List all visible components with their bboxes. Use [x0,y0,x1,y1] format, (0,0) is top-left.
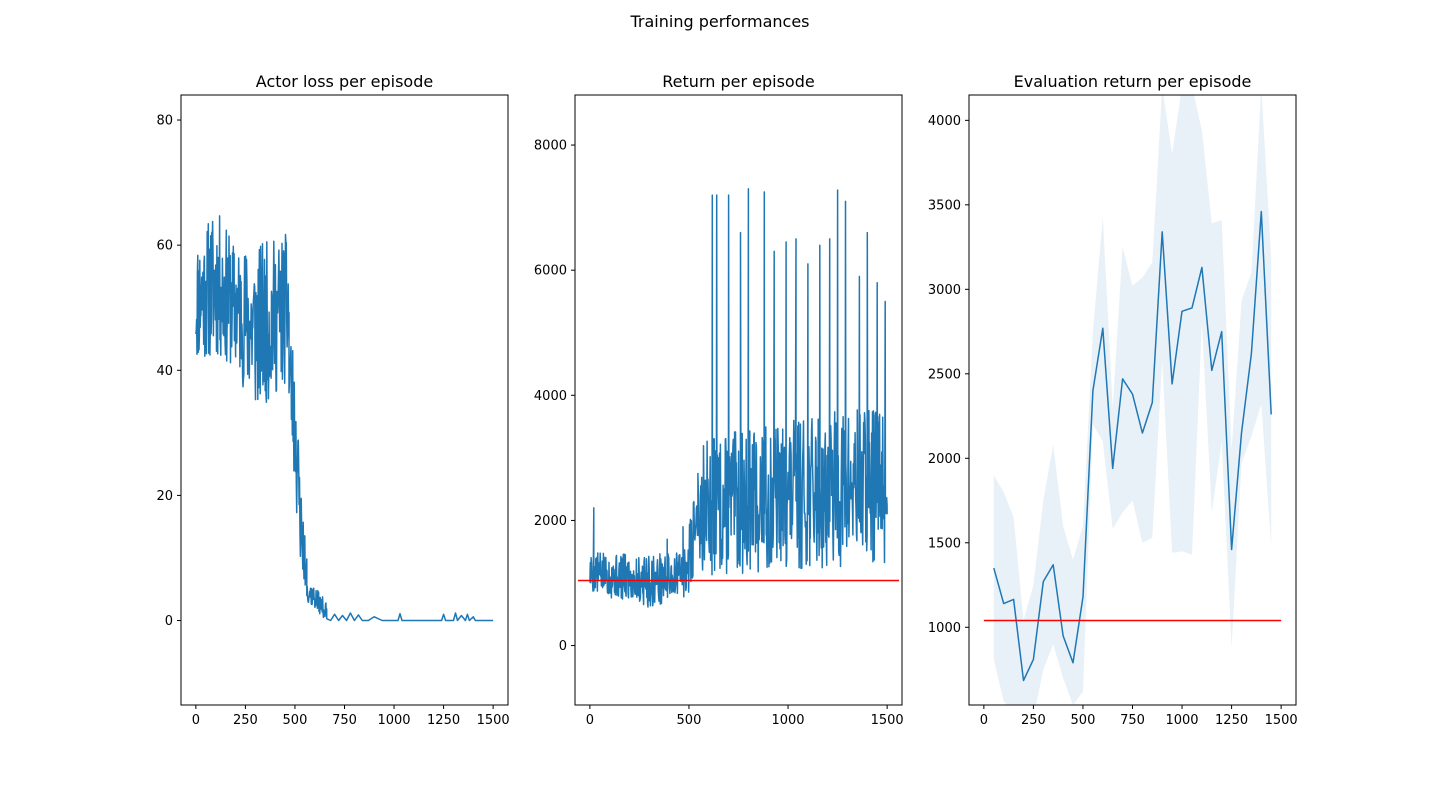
figure-suptitle: Training performances [630,12,810,31]
axes-frame [180,94,509,706]
series-line [589,188,888,608]
y-tick-label: 4000 [534,389,567,404]
y-tick-label: 8000 [534,139,567,154]
panel-evaluation-return: 0 250 500 750 1000 1250 1500 1000 1500 2000 2500 30… [928,72,1298,728]
x-tick-label: 0 [586,713,594,728]
y-tick-label: 20 [156,489,173,504]
confidence-band [993,95,1272,705]
y-tick-label: 80 [156,114,173,129]
y-tick-label: 3500 [928,198,961,213]
y-tick-label: 4000 [928,114,961,129]
chart-title: Actor loss per episode [256,72,433,91]
x-tick-label: 0 [980,713,988,728]
x-tick-label: 1000 [377,713,410,728]
x-tick-label: 500 [677,713,702,728]
x-tick-label: 1250 [427,713,460,728]
y-tick-label: 2000 [534,514,567,529]
y-tick-label: 0 [559,639,567,654]
chart-title: Return per episode [662,72,814,91]
y-tick-label: 0 [165,614,173,629]
plot-area [577,188,900,608]
x-tick-label: 750 [1120,713,1145,728]
x-tick-label: 1500 [871,713,904,728]
axes-frame [574,94,903,706]
y-tick-label: 40 [156,364,173,379]
panel-return: 0 500 1000 1500 0 2000 4000 6000 8000 Return per … [534,72,904,728]
x-tick-label: 1500 [477,713,510,728]
plot-area [195,215,494,622]
chart-title: Evaluation return per episode [1014,72,1252,91]
series-line [195,215,494,622]
y-tick-label: 2500 [928,367,961,382]
y-tick-label: 1000 [928,621,961,636]
x-tick-label: 1000 [771,713,804,728]
x-tick-label: 1250 [1215,713,1248,728]
y-tick-label: 6000 [534,264,567,279]
x-tick-label: 0 [192,713,200,728]
y-tick-label: 2000 [928,452,961,467]
x-tick-label: 250 [233,713,258,728]
x-tick-label: 1500 [1265,713,1298,728]
y-tick-label: 3000 [928,283,961,298]
y-tick-label: 1500 [928,536,961,551]
series-line [993,210,1272,682]
y-tick-label: 60 [156,239,173,254]
x-tick-label: 500 [283,713,308,728]
x-tick-label: 750 [332,713,357,728]
x-tick-label: 500 [1071,713,1096,728]
plot-area [983,95,1282,705]
x-tick-label: 1000 [1165,713,1198,728]
x-tick-label: 250 [1021,713,1046,728]
panel-actor-loss: 0 250 500 750 1000 1250 1500 0 20 40 60 80 Actor los… [156,72,509,728]
